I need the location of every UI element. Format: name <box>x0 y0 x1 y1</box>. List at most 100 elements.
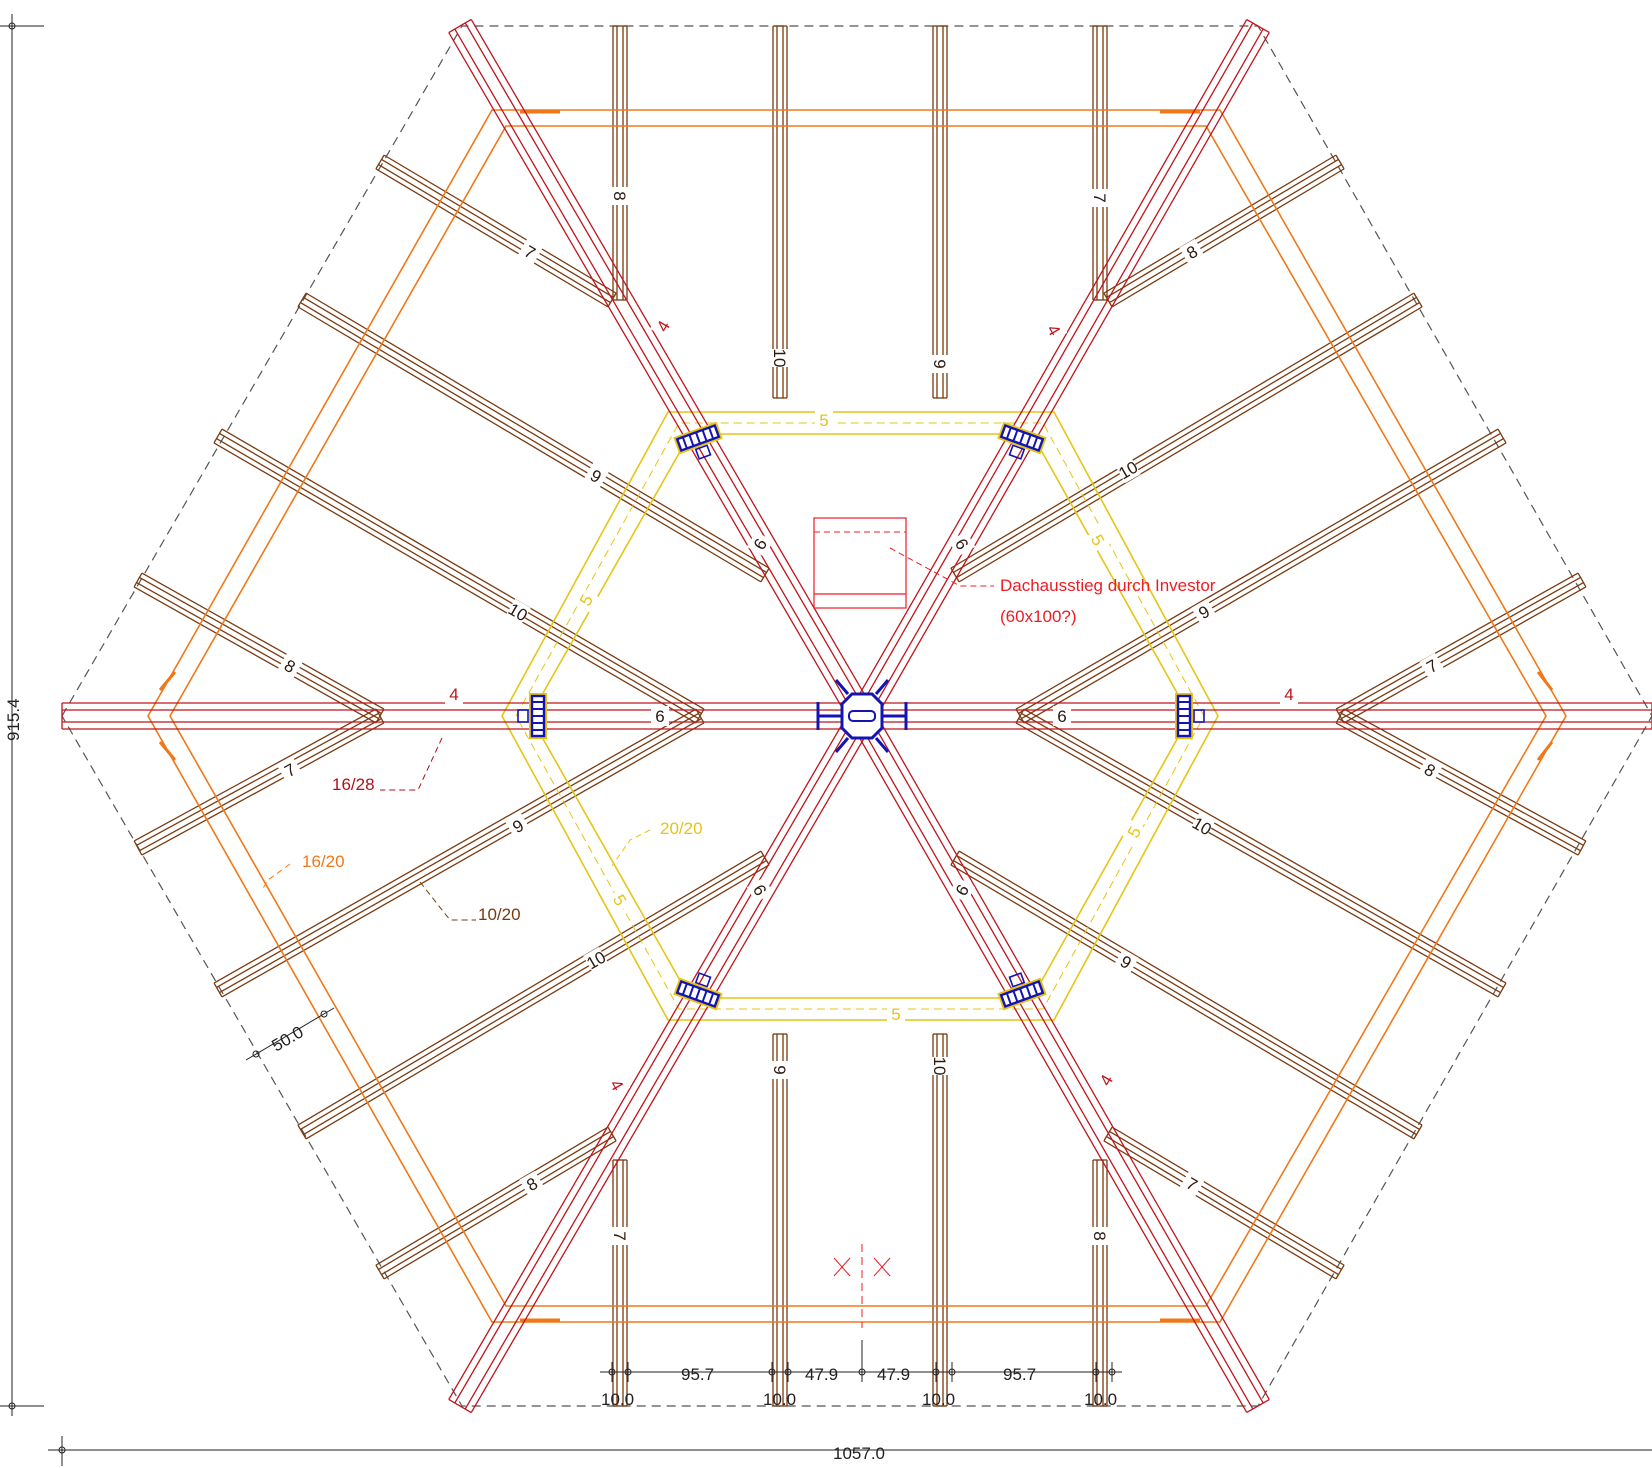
rafter-number-label: 9 <box>930 355 950 373</box>
rafter-number-label: 10 <box>930 1057 950 1076</box>
hip-number-label: 6 <box>948 877 976 903</box>
rafter-number-label: 7 <box>277 756 303 784</box>
rafter-number-label: 7 <box>1419 652 1445 680</box>
rafter-number-label: 7 <box>610 1227 630 1245</box>
rafter-number-label: 10 <box>1189 812 1215 839</box>
purlin-outer-line <box>147 109 1567 1323</box>
purlin-joint-mark <box>158 671 177 691</box>
member-number-labels: 4 4 4 4 4 4 6 6 6 6 6 6 5 5 5 5 5 5 8 10 9 7 9 10 7 8 7 9 10 8 7 9 10 8 8 1… <box>277 187 1445 1245</box>
svg-text:10: 10 <box>583 947 609 973</box>
dimension-lines <box>0 14 1652 1466</box>
sloped-rafter <box>1335 708 1587 856</box>
svg-text:10: 10 <box>930 1057 949 1076</box>
dimension-overall-width: 1057.0 <box>833 1444 885 1463</box>
leader-line <box>419 881 476 921</box>
svg-text:5: 5 <box>819 411 828 430</box>
ring-beam-outer <box>501 411 1219 1021</box>
outer-eave-line <box>61 25 1652 1407</box>
sloped-rafter <box>1103 1126 1345 1280</box>
svg-text:9: 9 <box>770 1065 789 1074</box>
rafters-layer <box>133 25 1587 1407</box>
ring-number-label: 5 <box>572 587 600 613</box>
dim-chain-4: 47.9 <box>805 1365 838 1384</box>
svg-text:8: 8 <box>610 191 629 200</box>
svg-text:7: 7 <box>610 1231 629 1240</box>
vertical-rafter <box>1092 25 1108 301</box>
dim-chain-2: 95.7 <box>681 1365 714 1384</box>
ring-number-label: 5 <box>815 410 833 430</box>
svg-text:6: 6 <box>1057 707 1066 726</box>
svg-text:8: 8 <box>1090 1231 1109 1240</box>
svg-text:5: 5 <box>891 1005 900 1024</box>
ring-number-label: 5 <box>887 1004 905 1024</box>
section-label-rafter: 10/20 <box>478 905 521 924</box>
dim-chain-5: 47.9 <box>877 1365 910 1384</box>
hip-number-label: 4 <box>445 684 463 704</box>
hip-number-label: 6 <box>651 706 669 726</box>
sloped-rafter <box>950 850 1423 1140</box>
hip-beams-layer <box>61 18 1652 1414</box>
svg-text:4: 4 <box>1284 685 1293 704</box>
purlin-joint-mark <box>1536 741 1554 761</box>
svg-text:4: 4 <box>449 685 458 704</box>
sloped-rafter <box>133 572 385 724</box>
dim-chain-7: 95.7 <box>1003 1365 1036 1384</box>
rafter-number-label: 8 <box>1179 238 1205 266</box>
dimension-node <box>608 1368 616 1376</box>
hip-number-label: 4 <box>1280 684 1298 704</box>
dimension-node <box>1092 1368 1100 1376</box>
rafter-number-label: 9 <box>770 1061 790 1079</box>
rafter-number-label: 7 <box>1179 1170 1205 1198</box>
rafter-number-label: 9 <box>1113 948 1139 976</box>
rafter-number-label: 8 <box>1090 1227 1110 1245</box>
rafter-number-label: 10 <box>583 946 609 973</box>
dimension-node <box>948 1368 956 1376</box>
sloped-rafter <box>1335 572 1587 724</box>
hip-number-label: 6 <box>746 531 774 557</box>
rafter-number-label: 8 <box>610 187 630 205</box>
rafter-number-label: 9 <box>583 462 609 490</box>
dimension-node <box>8 1402 16 1410</box>
dimension-node <box>624 1368 632 1376</box>
svg-text:6: 6 <box>655 707 664 726</box>
vertical-rafter <box>1092 1159 1108 1407</box>
rafter-number-label: 9 <box>1191 598 1217 626</box>
vertical-rafter <box>772 25 788 399</box>
dimension-node <box>252 1050 260 1058</box>
sloped-rafter <box>213 708 705 998</box>
section-label-ring: 20/20 <box>660 819 703 838</box>
hip-number-label: 4 <box>1092 1067 1120 1093</box>
center-column-steel-connector-icon <box>816 679 908 753</box>
rafter-number-label: 7 <box>517 238 543 266</box>
rafter-number-label: 10 <box>1115 456 1141 483</box>
hip-number-label: 6 <box>948 531 976 557</box>
dim-chain-1: 10.0 <box>601 1390 634 1409</box>
leader-line <box>611 829 651 867</box>
dimension-node <box>8 22 16 30</box>
hip-beam <box>448 708 874 1414</box>
sloped-rafter <box>1015 708 1507 998</box>
ring-connector-bracket <box>997 972 1047 1011</box>
rafter-number-label: 9 <box>505 812 531 840</box>
rafter-number-label: 10 <box>505 598 531 625</box>
dim-chain-6: 10.0 <box>922 1390 955 1409</box>
ring-connector-bracket <box>997 421 1047 460</box>
dimension-overall-height: 915.4 <box>4 698 23 741</box>
svg-text:10: 10 <box>1115 457 1141 483</box>
dimension-node <box>58 1446 66 1454</box>
annotation-hatch-line1: Dachausstieg durch Investor <box>1000 576 1216 595</box>
hip-number-label: 4 <box>1040 317 1068 343</box>
leader-line <box>380 737 443 791</box>
sloped-rafter <box>375 154 617 308</box>
annotation-hatch-line2: (60x100?) <box>1000 607 1077 626</box>
hip-number-label: 4 <box>649 313 677 339</box>
leader-line <box>261 863 291 891</box>
hip-beam <box>448 18 874 724</box>
dimension-node <box>932 1368 940 1376</box>
dim-chain-8: 10.0 <box>1084 1390 1117 1409</box>
rafter-number-label: 8 <box>277 652 303 680</box>
dimension-node <box>784 1368 792 1376</box>
sloped-rafter <box>213 428 705 724</box>
svg-text:10: 10 <box>770 349 789 368</box>
